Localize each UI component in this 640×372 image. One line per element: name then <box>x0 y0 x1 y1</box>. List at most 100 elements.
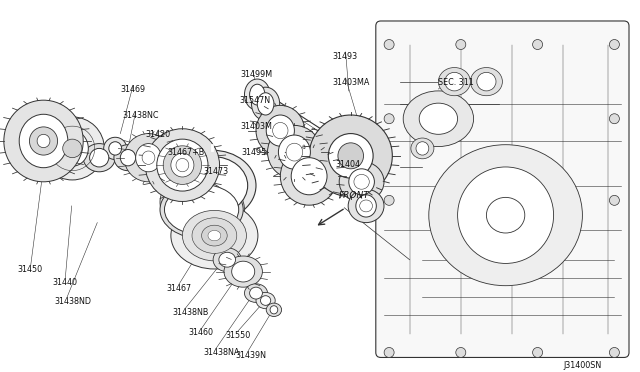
Ellipse shape <box>280 147 338 205</box>
Ellipse shape <box>90 148 109 167</box>
Circle shape <box>384 195 394 205</box>
Circle shape <box>609 347 620 357</box>
Ellipse shape <box>29 127 58 155</box>
Ellipse shape <box>354 174 369 189</box>
Ellipse shape <box>213 248 241 272</box>
Circle shape <box>384 114 394 124</box>
Text: 31460: 31460 <box>189 328 214 337</box>
Ellipse shape <box>192 218 237 253</box>
Ellipse shape <box>474 187 538 243</box>
Ellipse shape <box>56 131 88 166</box>
Ellipse shape <box>160 171 239 234</box>
Ellipse shape <box>176 158 189 172</box>
FancyBboxPatch shape <box>376 21 629 357</box>
Ellipse shape <box>244 79 270 110</box>
Ellipse shape <box>278 135 310 169</box>
Ellipse shape <box>416 142 429 155</box>
Ellipse shape <box>178 188 232 231</box>
Text: 31403M: 31403M <box>240 122 272 131</box>
Ellipse shape <box>250 287 262 299</box>
Ellipse shape <box>244 284 268 302</box>
Ellipse shape <box>142 151 155 164</box>
Text: 31438NA: 31438NA <box>204 348 240 357</box>
Ellipse shape <box>348 189 384 222</box>
Ellipse shape <box>160 181 243 238</box>
Text: 31473: 31473 <box>204 167 228 176</box>
Circle shape <box>456 39 466 49</box>
Ellipse shape <box>349 169 374 195</box>
Ellipse shape <box>477 72 496 91</box>
Ellipse shape <box>260 296 271 305</box>
Text: 31438NC: 31438NC <box>123 111 159 120</box>
Text: 31547N: 31547N <box>239 96 271 106</box>
Text: 31469: 31469 <box>120 85 145 94</box>
Ellipse shape <box>37 134 50 148</box>
Circle shape <box>609 114 620 124</box>
Ellipse shape <box>252 87 280 121</box>
Circle shape <box>384 39 394 49</box>
Text: SEC. 311: SEC. 311 <box>438 78 474 87</box>
Ellipse shape <box>40 117 104 180</box>
Text: J31400SN: J31400SN <box>563 360 602 370</box>
Ellipse shape <box>171 153 194 177</box>
Text: 31450: 31450 <box>18 265 43 274</box>
Ellipse shape <box>486 198 525 233</box>
Circle shape <box>456 347 466 357</box>
Ellipse shape <box>177 157 248 214</box>
Ellipse shape <box>438 68 470 96</box>
Ellipse shape <box>4 100 83 182</box>
Text: FRONT: FRONT <box>339 191 370 201</box>
Ellipse shape <box>165 178 244 241</box>
Text: 31495: 31495 <box>242 148 267 157</box>
Text: 31404: 31404 <box>335 160 360 169</box>
Ellipse shape <box>163 146 202 185</box>
Ellipse shape <box>286 143 303 161</box>
Ellipse shape <box>266 115 294 146</box>
Ellipse shape <box>356 195 376 217</box>
Ellipse shape <box>202 225 227 246</box>
Circle shape <box>609 195 620 205</box>
Circle shape <box>532 39 543 49</box>
Ellipse shape <box>309 115 392 197</box>
Text: 31403MA: 31403MA <box>333 78 370 87</box>
Text: 31438ND: 31438ND <box>54 297 92 306</box>
Ellipse shape <box>338 143 364 169</box>
Ellipse shape <box>266 303 282 317</box>
Circle shape <box>609 39 620 49</box>
Ellipse shape <box>145 129 220 202</box>
Ellipse shape <box>124 134 173 182</box>
Text: 31467: 31467 <box>166 284 191 293</box>
Ellipse shape <box>268 125 321 179</box>
Ellipse shape <box>360 200 372 212</box>
Ellipse shape <box>339 161 384 202</box>
Ellipse shape <box>104 137 127 160</box>
Ellipse shape <box>273 122 288 139</box>
Circle shape <box>532 347 543 357</box>
Text: 31420: 31420 <box>146 130 171 139</box>
Ellipse shape <box>250 84 265 105</box>
Ellipse shape <box>120 150 136 166</box>
Ellipse shape <box>458 167 554 263</box>
Ellipse shape <box>208 230 221 241</box>
Ellipse shape <box>256 292 275 309</box>
Ellipse shape <box>136 144 161 172</box>
Ellipse shape <box>157 139 208 191</box>
Ellipse shape <box>445 72 464 91</box>
Text: 31467+B: 31467+B <box>168 148 205 157</box>
Ellipse shape <box>83 144 115 172</box>
Ellipse shape <box>256 105 305 156</box>
Text: 31438NB: 31438NB <box>173 308 209 317</box>
Ellipse shape <box>109 142 122 155</box>
Ellipse shape <box>429 145 582 286</box>
Ellipse shape <box>291 158 327 195</box>
Ellipse shape <box>173 181 227 224</box>
Ellipse shape <box>63 139 82 158</box>
Ellipse shape <box>224 256 262 287</box>
Ellipse shape <box>403 91 474 147</box>
Ellipse shape <box>257 93 274 115</box>
Ellipse shape <box>171 202 258 269</box>
Text: 31499M: 31499M <box>240 70 272 80</box>
Ellipse shape <box>470 68 502 96</box>
Ellipse shape <box>164 185 239 235</box>
Ellipse shape <box>182 211 246 261</box>
